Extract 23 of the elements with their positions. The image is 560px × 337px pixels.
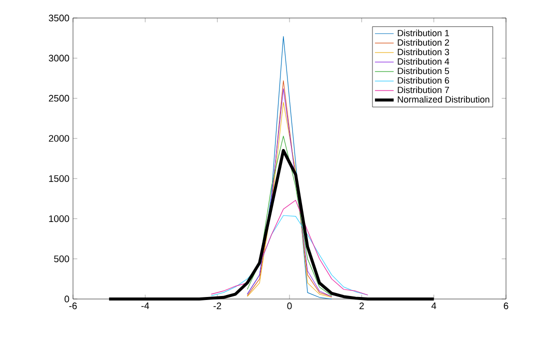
x-tick-label: 2: [360, 302, 364, 310]
legend-label: Distribution 7: [398, 86, 449, 94]
y-tick-label: 1000: [49, 215, 70, 222]
y-tick-label: 500: [54, 256, 70, 262]
y-tick-label: 2000: [48, 135, 70, 142]
y-tick-label: 3000: [48, 54, 70, 62]
x-tick-label: 0: [287, 302, 292, 310]
legend-label: Distribution 1: [398, 30, 450, 36]
x-tick-label: -4: [141, 302, 150, 310]
x-tick-label: 4: [431, 302, 436, 310]
legend-label: Distribution 3: [398, 48, 450, 56]
x-tick-label: -2: [214, 302, 222, 310]
legend-label: Distribution 5: [398, 68, 450, 74]
x-tick-label: -6: [69, 302, 77, 310]
legend-label: Distribution 4: [398, 58, 450, 65]
y-tick-label: 0: [64, 296, 70, 302]
legend-label: Distribution 2: [398, 39, 449, 46]
legend-label: Distribution 6: [398, 77, 450, 84]
y-tick-label: 3500: [48, 14, 70, 22]
y-tick-label: 1500: [49, 175, 70, 182]
legend-label: Normalized Distribution: [398, 96, 490, 103]
x-tick-label: 6: [504, 302, 508, 310]
y-tick-label: 2500: [48, 94, 70, 102]
